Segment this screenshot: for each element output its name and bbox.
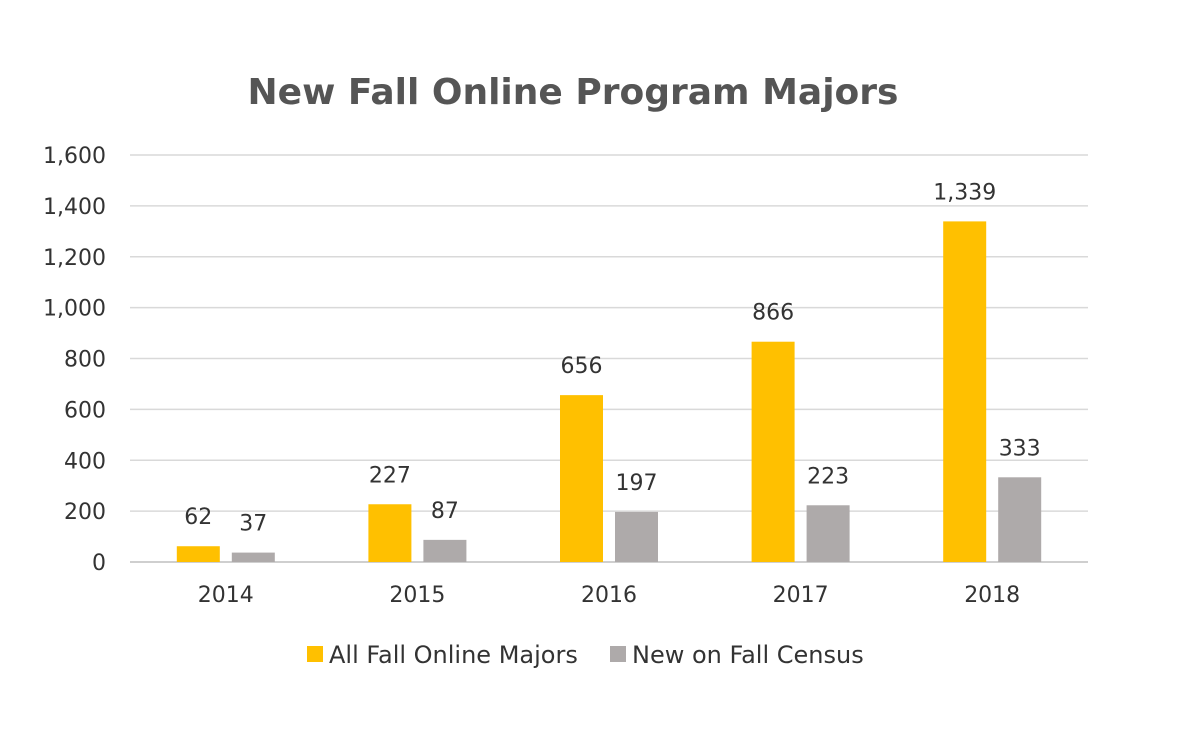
data-label: 223 [807,464,849,489]
bar-new-on-fall-census-2015 [423,539,467,562]
y-tick-label: 1,200 [43,246,106,271]
legend: All Fall Online Majors New on Fall Census [307,641,864,669]
x-axis: 2014 2015 2016 2017 2018 [198,583,1020,608]
bar-all-fall-online-majors-2014 [176,546,220,562]
y-tick-label: 400 [64,449,106,474]
x-tick-label: 2017 [773,583,829,608]
bar-new-on-fall-census-2014 [231,552,275,562]
data-label: 87 [431,499,459,524]
bar-all-fall-online-majors-2018 [943,221,987,562]
gridlines [130,154,1088,563]
y-tick-label: 800 [64,348,106,373]
data-label: 656 [561,354,603,379]
y-axis: 0 200 400 600 800 1,000 1,200 1,400 1,600 [43,144,106,576]
x-tick-label: 2014 [198,583,254,608]
bar-new-on-fall-census-2017 [806,505,850,562]
x-tick-label: 2018 [964,583,1020,608]
data-label: 866 [752,301,794,326]
data-label: 62 [184,505,212,530]
data-label: 1,339 [933,180,996,205]
y-tick-label: 200 [64,500,106,525]
legend-item: New on Fall Census [610,641,864,669]
data-label: 197 [616,471,658,496]
y-tick-label: 1,600 [43,144,106,169]
bar-all-fall-online-majors-2016 [560,395,603,562]
y-tick-label: 1,000 [43,297,106,322]
y-tick-label: 600 [64,398,106,423]
data-label: 333 [999,436,1041,461]
legend-item: All Fall Online Majors [307,641,578,669]
x-tick-label: 2015 [389,583,445,608]
bar-new-on-fall-census-2016 [615,511,658,562]
legend-swatch [610,646,626,662]
y-tick-label: 1,400 [43,195,106,220]
bar-new-on-fall-census-2018 [998,477,1042,562]
y-tick-label: 0 [92,551,106,576]
x-tick-label: 2016 [581,583,637,608]
data-label: 37 [239,512,267,537]
data-label: 227 [369,463,411,488]
legend-label: All Fall Online Majors [329,641,578,669]
chart-title: New Fall Online Program Majors [248,72,899,113]
legend-label: New on Fall Census [632,641,864,669]
bars: 62 37 227 87 656 197 866 223 1,339 333 [176,180,1042,562]
bar-all-fall-online-majors-2015 [368,504,412,562]
bar-all-fall-online-majors-2017 [751,341,795,562]
legend-swatch [307,646,323,662]
